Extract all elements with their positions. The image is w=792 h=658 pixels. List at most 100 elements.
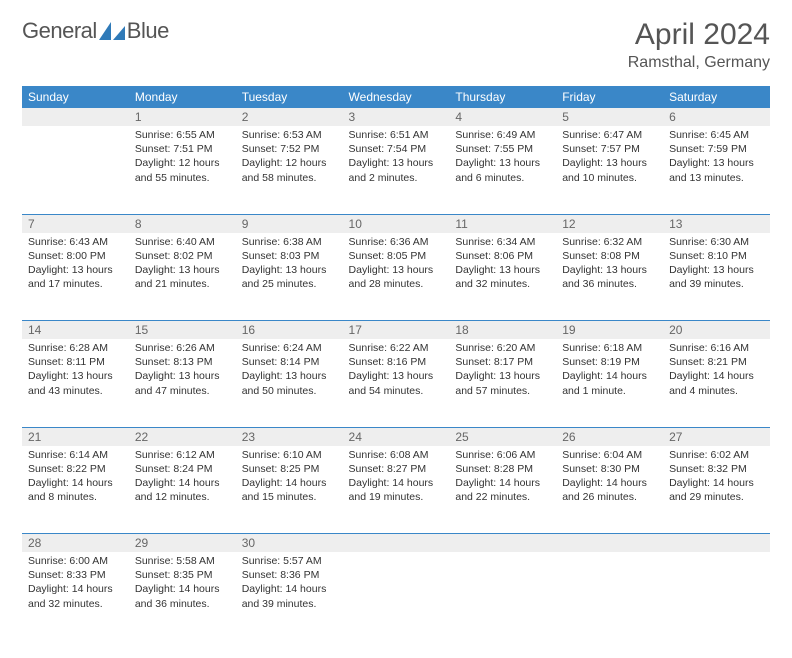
page-header: General Blue April 2024 Ramsthal, German… bbox=[22, 18, 770, 72]
sunrise-text: Sunrise: 6:12 AM bbox=[135, 448, 230, 462]
week-row: Sunrise: 6:28 AMSunset: 8:11 PMDaylight:… bbox=[22, 339, 770, 427]
daylight-text: Daylight: 14 hours and 19 minutes. bbox=[349, 476, 444, 504]
daylight-text: Daylight: 13 hours and 2 minutes. bbox=[349, 156, 444, 184]
daylight-text: Daylight: 13 hours and 50 minutes. bbox=[242, 369, 337, 397]
day-cell: Sunrise: 6:49 AMSunset: 7:55 PMDaylight:… bbox=[449, 126, 556, 214]
daynum-row: 21222324252627 bbox=[22, 427, 770, 446]
day-content: Sunrise: 6:55 AMSunset: 7:51 PMDaylight:… bbox=[129, 126, 236, 191]
day-number-cell: 19 bbox=[556, 321, 663, 340]
day-number: 19 bbox=[556, 321, 663, 339]
day-cell: Sunrise: 6:55 AMSunset: 7:51 PMDaylight:… bbox=[129, 126, 236, 214]
sunset-text: Sunset: 8:22 PM bbox=[28, 462, 123, 476]
daylight-text: Daylight: 13 hours and 47 minutes. bbox=[135, 369, 230, 397]
sunrise-text: Sunrise: 6:16 AM bbox=[669, 341, 764, 355]
day-number: 21 bbox=[22, 428, 129, 446]
day-number-cell: 2 bbox=[236, 108, 343, 126]
sunset-text: Sunset: 7:57 PM bbox=[562, 142, 657, 156]
day-number: 22 bbox=[129, 428, 236, 446]
day-cell: Sunrise: 6:22 AMSunset: 8:16 PMDaylight:… bbox=[343, 339, 450, 427]
day-number-cell: 4 bbox=[449, 108, 556, 126]
day-number: 2 bbox=[236, 108, 343, 126]
day-content: Sunrise: 6:20 AMSunset: 8:17 PMDaylight:… bbox=[449, 339, 556, 404]
month-title: April 2024 bbox=[628, 18, 770, 52]
day-number-cell: 3 bbox=[343, 108, 450, 126]
sunset-text: Sunset: 8:21 PM bbox=[669, 355, 764, 369]
day-number: 5 bbox=[556, 108, 663, 126]
sunset-text: Sunset: 8:13 PM bbox=[135, 355, 230, 369]
sunset-text: Sunset: 8:16 PM bbox=[349, 355, 444, 369]
day-number-cell: 8 bbox=[129, 214, 236, 233]
week-row: Sunrise: 6:00 AMSunset: 8:33 PMDaylight:… bbox=[22, 552, 770, 640]
daylight-text: Daylight: 14 hours and 12 minutes. bbox=[135, 476, 230, 504]
day-number: 12 bbox=[556, 215, 663, 233]
day-cell: Sunrise: 6:40 AMSunset: 8:02 PMDaylight:… bbox=[129, 233, 236, 321]
day-number: 3 bbox=[343, 108, 450, 126]
day-cell: Sunrise: 6:51 AMSunset: 7:54 PMDaylight:… bbox=[343, 126, 450, 214]
daylight-text: Daylight: 13 hours and 54 minutes. bbox=[349, 369, 444, 397]
day-number: 24 bbox=[343, 428, 450, 446]
sunrise-text: Sunrise: 6:55 AM bbox=[135, 128, 230, 142]
daylight-text: Daylight: 14 hours and 29 minutes. bbox=[669, 476, 764, 504]
day-content: Sunrise: 6:38 AMSunset: 8:03 PMDaylight:… bbox=[236, 233, 343, 298]
day-number-cell bbox=[663, 534, 770, 553]
day-cell bbox=[556, 552, 663, 640]
sunset-text: Sunset: 8:24 PM bbox=[135, 462, 230, 476]
sunrise-text: Sunrise: 6:51 AM bbox=[349, 128, 444, 142]
sunrise-text: Sunrise: 6:08 AM bbox=[349, 448, 444, 462]
day-cell: Sunrise: 6:38 AMSunset: 8:03 PMDaylight:… bbox=[236, 233, 343, 321]
day-content: Sunrise: 6:47 AMSunset: 7:57 PMDaylight:… bbox=[556, 126, 663, 191]
day-cell: Sunrise: 6:28 AMSunset: 8:11 PMDaylight:… bbox=[22, 339, 129, 427]
day-number bbox=[556, 534, 663, 552]
day-cell bbox=[449, 552, 556, 640]
sunrise-text: Sunrise: 6:47 AM bbox=[562, 128, 657, 142]
day-number-cell: 25 bbox=[449, 427, 556, 446]
day-cell: Sunrise: 6:04 AMSunset: 8:30 PMDaylight:… bbox=[556, 446, 663, 534]
day-number-cell: 20 bbox=[663, 321, 770, 340]
sunset-text: Sunset: 8:30 PM bbox=[562, 462, 657, 476]
col-friday: Friday bbox=[556, 86, 663, 108]
sunrise-text: Sunrise: 6:43 AM bbox=[28, 235, 123, 249]
sunset-text: Sunset: 8:36 PM bbox=[242, 568, 337, 582]
day-content: Sunrise: 5:57 AMSunset: 8:36 PMDaylight:… bbox=[236, 552, 343, 617]
day-number: 20 bbox=[663, 321, 770, 339]
sunrise-text: Sunrise: 6:28 AM bbox=[28, 341, 123, 355]
day-number-cell: 21 bbox=[22, 427, 129, 446]
daylight-text: Daylight: 13 hours and 10 minutes. bbox=[562, 156, 657, 184]
sunset-text: Sunset: 8:05 PM bbox=[349, 249, 444, 263]
day-cell: Sunrise: 6:02 AMSunset: 8:32 PMDaylight:… bbox=[663, 446, 770, 534]
day-cell: Sunrise: 6:14 AMSunset: 8:22 PMDaylight:… bbox=[22, 446, 129, 534]
day-number-cell: 30 bbox=[236, 534, 343, 553]
day-content: Sunrise: 6:30 AMSunset: 8:10 PMDaylight:… bbox=[663, 233, 770, 298]
day-content: Sunrise: 6:24 AMSunset: 8:14 PMDaylight:… bbox=[236, 339, 343, 404]
sunset-text: Sunset: 8:10 PM bbox=[669, 249, 764, 263]
day-content: Sunrise: 6:12 AMSunset: 8:24 PMDaylight:… bbox=[129, 446, 236, 511]
day-content: Sunrise: 6:22 AMSunset: 8:16 PMDaylight:… bbox=[343, 339, 450, 404]
day-number-cell bbox=[556, 534, 663, 553]
day-number-cell: 13 bbox=[663, 214, 770, 233]
daylight-text: Daylight: 12 hours and 55 minutes. bbox=[135, 156, 230, 184]
day-cell: Sunrise: 6:06 AMSunset: 8:28 PMDaylight:… bbox=[449, 446, 556, 534]
day-number-cell: 28 bbox=[22, 534, 129, 553]
day-number-cell: 17 bbox=[343, 321, 450, 340]
day-number-cell: 12 bbox=[556, 214, 663, 233]
sunrise-text: Sunrise: 6:24 AM bbox=[242, 341, 337, 355]
sunset-text: Sunset: 8:06 PM bbox=[455, 249, 550, 263]
sail-icon bbox=[99, 22, 125, 40]
day-number: 4 bbox=[449, 108, 556, 126]
day-number-cell: 1 bbox=[129, 108, 236, 126]
sunrise-text: Sunrise: 6:45 AM bbox=[669, 128, 764, 142]
daylight-text: Daylight: 13 hours and 28 minutes. bbox=[349, 263, 444, 291]
daylight-text: Daylight: 14 hours and 15 minutes. bbox=[242, 476, 337, 504]
week-row: Sunrise: 6:14 AMSunset: 8:22 PMDaylight:… bbox=[22, 446, 770, 534]
day-content: Sunrise: 6:28 AMSunset: 8:11 PMDaylight:… bbox=[22, 339, 129, 404]
day-number-cell: 24 bbox=[343, 427, 450, 446]
week-row: Sunrise: 6:55 AMSunset: 7:51 PMDaylight:… bbox=[22, 126, 770, 214]
daylight-text: Daylight: 14 hours and 8 minutes. bbox=[28, 476, 123, 504]
daylight-text: Daylight: 13 hours and 25 minutes. bbox=[242, 263, 337, 291]
sunrise-text: Sunrise: 6:04 AM bbox=[562, 448, 657, 462]
daynum-row: 282930 bbox=[22, 534, 770, 553]
week-row: Sunrise: 6:43 AMSunset: 8:00 PMDaylight:… bbox=[22, 233, 770, 321]
day-cell: Sunrise: 5:58 AMSunset: 8:35 PMDaylight:… bbox=[129, 552, 236, 640]
sunrise-text: Sunrise: 5:57 AM bbox=[242, 554, 337, 568]
day-number-cell: 27 bbox=[663, 427, 770, 446]
